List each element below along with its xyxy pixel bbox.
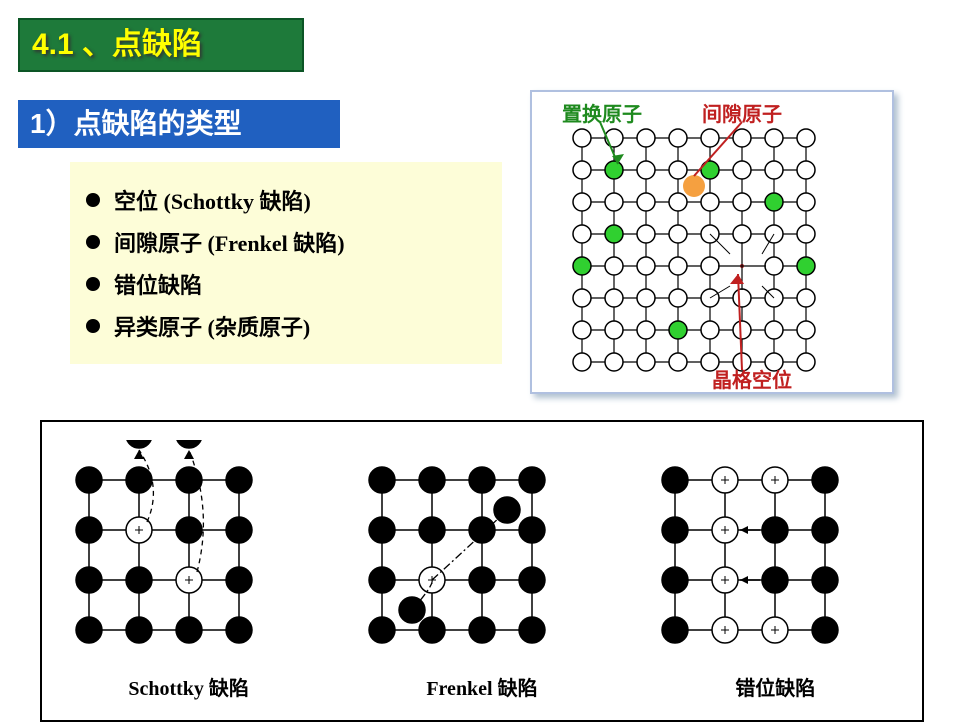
schottky-label: Schottky 缺陷	[128, 672, 249, 701]
subsection-header: 1）点缺陷的类型	[18, 100, 340, 148]
bullet-dot-icon	[86, 319, 100, 333]
svg-text:晶格空位: 晶格空位	[712, 368, 792, 392]
bullet-item: 异类原子 (杂质原子)	[86, 310, 486, 342]
bullet-text: 间隙原子 (Frenkel 缺陷)	[114, 226, 345, 258]
bullet-text: 异类原子 (杂质原子)	[114, 310, 310, 342]
frenkel-svg	[352, 440, 612, 660]
bullet-item: 空位 (Schottky 缺陷)	[86, 184, 486, 216]
schottky-svg	[59, 440, 319, 660]
bullet-item: 间隙原子 (Frenkel 缺陷)	[86, 226, 486, 258]
bullet-dot-icon	[86, 277, 100, 291]
subsection-title: 1）点缺陷的类型	[30, 108, 242, 139]
bullet-dot-icon	[86, 193, 100, 207]
section-title: 4.1 、点缺陷	[32, 28, 202, 61]
bullet-text: 错位缺陷	[114, 268, 202, 300]
schottky-wrap: Schottky 缺陷	[59, 440, 319, 701]
bullet-text: 空位 (Schottky 缺陷)	[114, 184, 311, 216]
top-lattice-svg: 晶格空位	[532, 92, 892, 392]
bottom-diagram-panel: Schottky 缺陷 Frenkel 缺陷 错位缺陷	[40, 420, 924, 722]
bullet-box: 空位 (Schottky 缺陷) 间隙原子 (Frenkel 缺陷) 错位缺陷异类原…	[70, 162, 502, 364]
bullet-item: 错位缺陷	[86, 268, 486, 300]
frenkel-label: Frenkel 缺陷	[426, 672, 537, 701]
label-substitutional: 置换原子	[562, 98, 642, 127]
disloc-wrap: 错位缺陷	[645, 440, 905, 701]
bullet-dot-icon	[86, 235, 100, 249]
label-interstitial: 间隙原子	[702, 98, 782, 127]
frenkel-wrap: Frenkel 缺陷	[352, 440, 612, 701]
disloc-label: 错位缺陷	[735, 672, 815, 701]
section-header: 4.1 、点缺陷	[18, 18, 304, 72]
top-lattice-diagram: 置换原子 间隙原子 晶格空位	[530, 90, 894, 394]
disloc-svg	[645, 440, 905, 660]
